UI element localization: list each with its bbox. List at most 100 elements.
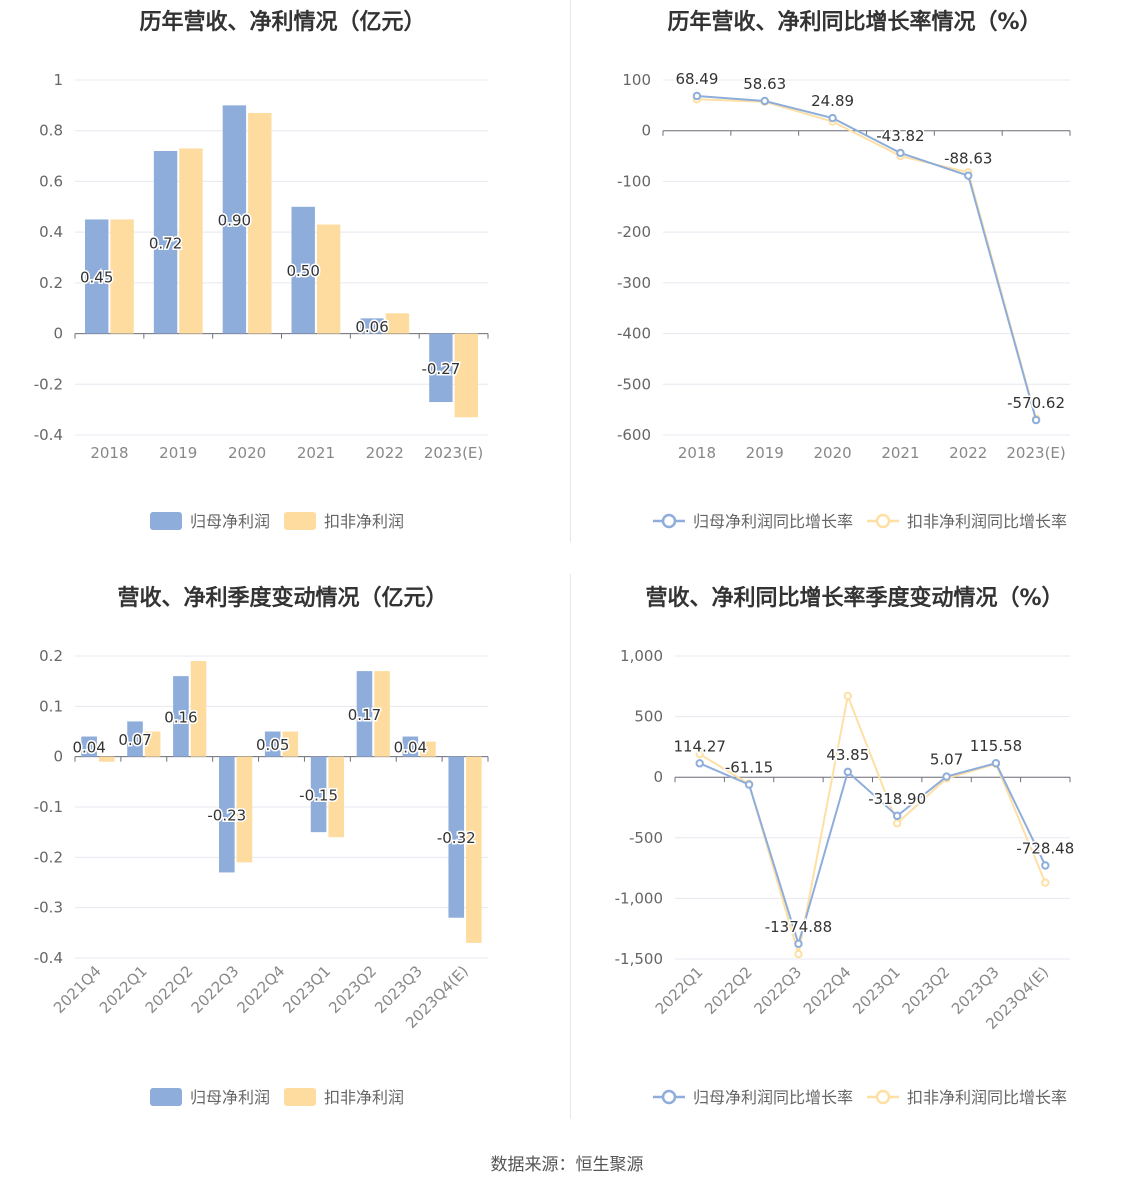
- chart-svg: 1,0005000-500-1,000-1,5002022Q12022Q2202…: [615, 647, 1076, 1107]
- y-tick-label: 0.2: [39, 647, 63, 665]
- bar: [316, 224, 341, 334]
- x-tick-label: 2022: [949, 444, 987, 462]
- bar: [153, 151, 178, 334]
- legend-label: 扣非净利润同比增长率: [907, 512, 1067, 531]
- legend-swatch-marker: [875, 513, 891, 529]
- x-tick-label: 2019: [746, 444, 784, 462]
- y-tick-label: 100: [622, 71, 651, 89]
- y-tick-label: 1,000: [620, 647, 663, 665]
- legend-label: 归母净利润: [190, 512, 270, 531]
- chart-svg: 1 0.8 0.6 0.4 0.2 0 -0.2 -0.4 2018 2019 2020 2021 20…: [34, 71, 489, 531]
- y-tick-label: 0: [53, 325, 63, 343]
- data-label: 43.85: [826, 746, 869, 764]
- series-line: [699, 762, 1047, 948]
- bar: [222, 105, 247, 334]
- y-tick-label: 0: [641, 122, 651, 140]
- bar: [291, 206, 315, 334]
- x-tick-label: 2023(E): [1006, 444, 1065, 462]
- data-point: [695, 759, 704, 768]
- data-label: -728.48: [1016, 839, 1074, 857]
- data-label: 0.04: [394, 739, 427, 757]
- x-tick-label: 2021: [297, 444, 335, 462]
- bar: [264, 731, 281, 757]
- data-point: [896, 148, 905, 158]
- data-label: 0.05: [256, 736, 289, 754]
- bar: [454, 333, 478, 418]
- data-label: 0.06: [355, 318, 388, 336]
- y-tick-label: -600: [617, 426, 651, 444]
- data-label: -318.90: [868, 790, 926, 808]
- data-point: [1041, 861, 1050, 870]
- data-label: 58.63: [743, 75, 786, 93]
- data-point: [991, 758, 1001, 768]
- chart-title: 营收、净利同比增长率季度变动情况（%）: [645, 586, 1064, 611]
- x-tick-label: 2022Q2: [701, 963, 756, 1018]
- bar: [429, 333, 453, 403]
- y-tick-label: 0: [53, 748, 63, 766]
- data-label: 0.90: [218, 211, 251, 229]
- bar: [127, 721, 143, 757]
- legend-label: 归母净利润同比增长率: [693, 512, 853, 531]
- y-tick-label: -0.2: [34, 848, 63, 866]
- y-tick-label: 1: [53, 71, 63, 89]
- data-point: [1041, 878, 1050, 887]
- data-point: [760, 96, 769, 106]
- bar: [110, 219, 134, 334]
- data-label: -570.62: [1007, 394, 1065, 412]
- bar: [236, 756, 253, 863]
- legend-label: 扣非净利润: [324, 512, 404, 531]
- data-label: -88.63: [944, 150, 992, 168]
- data-label: -1374.88: [765, 918, 832, 936]
- x-tick-label: 2018: [90, 444, 128, 462]
- data-point: [794, 939, 803, 949]
- x-tick-label: 2023Q2: [899, 963, 954, 1018]
- x-tick-label: 2018: [678, 444, 716, 462]
- x-tick-label: 2023Q2: [325, 962, 380, 1017]
- y-tick-label: 0.4: [39, 223, 63, 241]
- chart-title: 历年营收、净利同比增长率情况（%）: [667, 10, 1042, 35]
- chart-svg: 0.20.10-0.1-0.2-0.3-0.42021Q42022Q12022Q…: [34, 647, 489, 1107]
- legend-swatch-marker: [661, 1089, 677, 1105]
- x-tick-label: 2022Q1: [96, 962, 151, 1017]
- data-label: 0.72: [149, 234, 182, 252]
- bar: [173, 676, 189, 757]
- y-tick-label: -1,000: [615, 889, 663, 907]
- bar: [248, 112, 272, 334]
- bar: [385, 313, 410, 334]
- data-source: 数据来源：恒生聚源: [490, 1155, 644, 1175]
- chart-title: 历年营收、净利情况（亿元）: [139, 10, 426, 35]
- x-tick-label: 2022Q4: [234, 962, 289, 1017]
- x-tick-label: 2021Q4: [50, 962, 105, 1017]
- bar: [282, 731, 299, 757]
- data-label: -61.15: [725, 759, 773, 777]
- x-tick-label: 2022Q1: [652, 963, 707, 1018]
- y-tick-label: 0.8: [39, 122, 63, 140]
- legend-label: 归母净利润同比增长率: [693, 1088, 853, 1107]
- x-tick-label: 2023Q1: [849, 963, 904, 1018]
- data-label: 115.58: [970, 737, 1023, 755]
- data-point: [794, 949, 803, 959]
- chart-svg: 100 0 -100 -200 -300 -400 -500 -600 2018 2019 2020…: [617, 68, 1071, 531]
- vertical-divider-bottom: [570, 574, 571, 1119]
- y-tick-label: -200: [617, 223, 651, 241]
- x-tick-label: 2020: [813, 444, 851, 462]
- data-point: [744, 780, 754, 789]
- data-point: [1031, 415, 1041, 425]
- legend-label: 扣非净利润同比增长率: [907, 1088, 1067, 1107]
- bar: [466, 756, 482, 943]
- data-label: 0.17: [348, 706, 381, 724]
- bar: [81, 736, 97, 757]
- chart-panel-quarterly-growth: 营收、净利同比增长率季度变动情况（%） 1,000 500 0 -500 -1,000 -…: [575, 574, 1134, 1119]
- data-label: 0.45: [80, 269, 113, 287]
- x-tick-label: 2019: [159, 444, 197, 462]
- legend-label: 扣非净利润: [324, 1088, 404, 1107]
- data-point: [942, 772, 951, 781]
- y-tick-label: -0.1: [34, 798, 63, 816]
- x-tick-label: 2020: [228, 444, 266, 462]
- bar: [310, 756, 327, 833]
- bar: [360, 318, 384, 334]
- bar: [144, 731, 161, 757]
- data-point: [843, 767, 853, 777]
- bar: [420, 741, 436, 757]
- y-tick-label: -0.4: [34, 949, 63, 967]
